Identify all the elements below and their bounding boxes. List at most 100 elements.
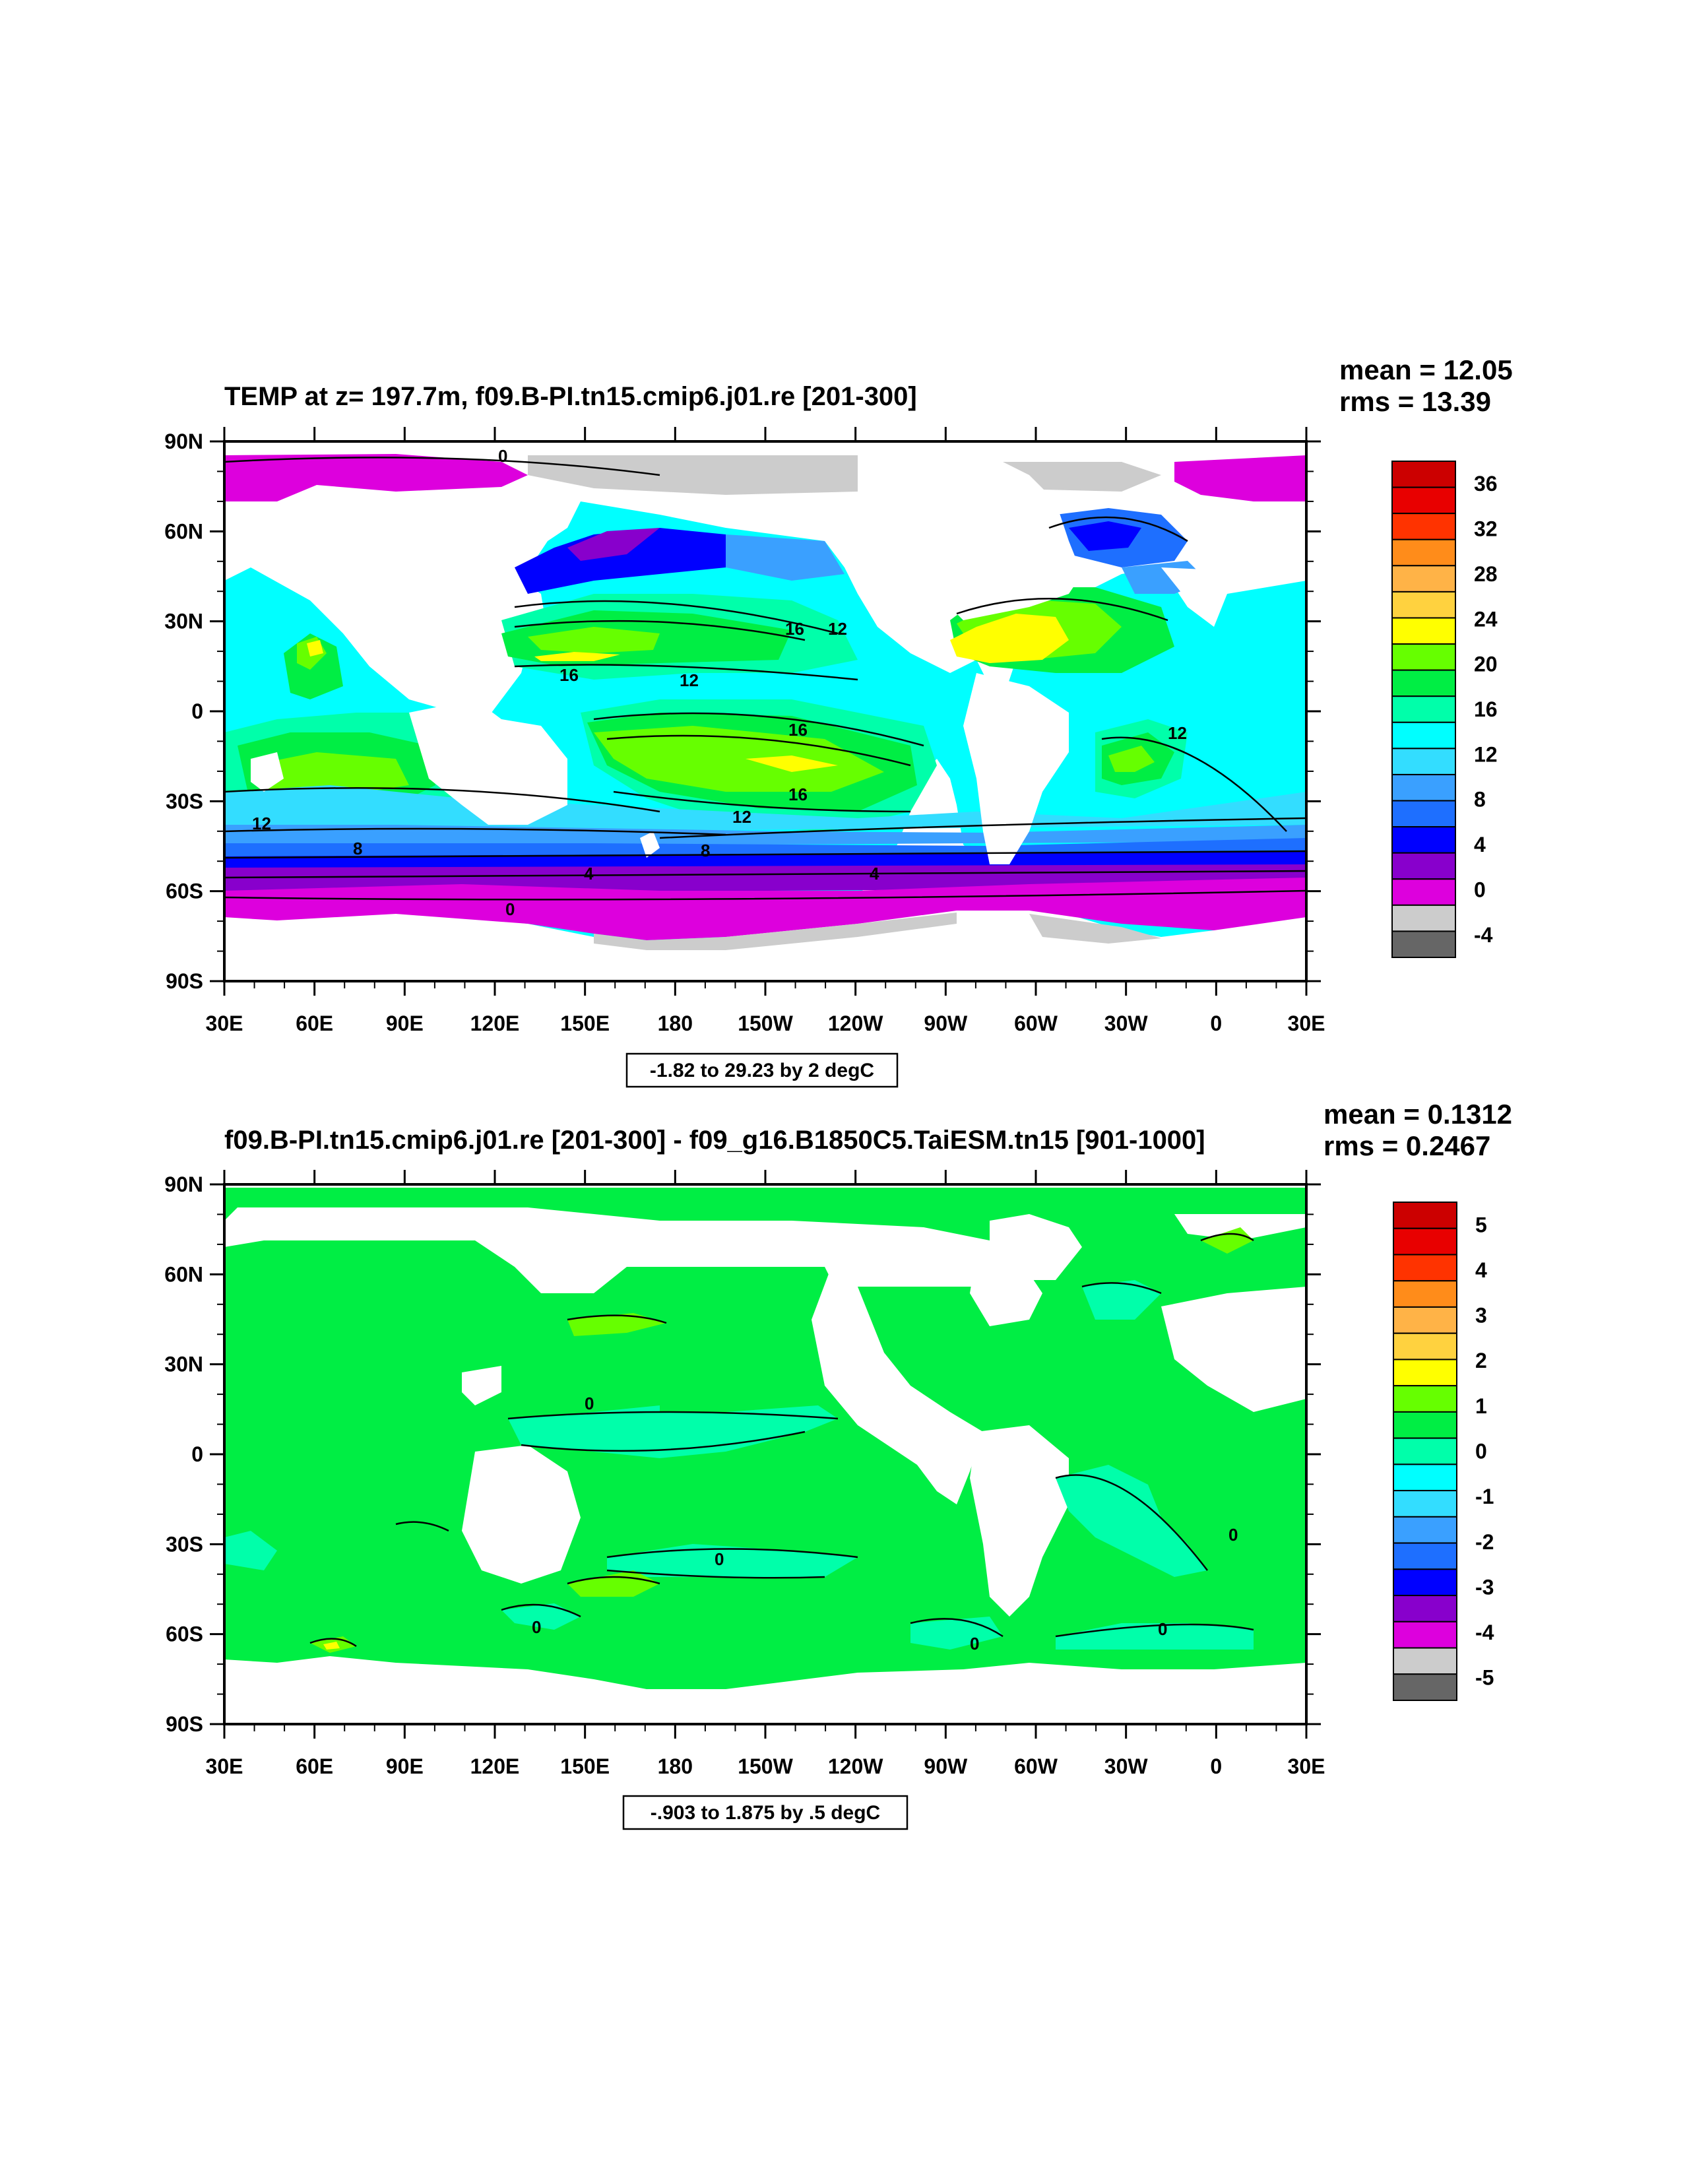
colorbar-label: 28 — [1474, 562, 1498, 586]
lat-tick-label: 30N — [164, 610, 203, 633]
lon-tick-label: 30E — [1288, 1012, 1325, 1035]
colorbar-swatch — [1391, 930, 1456, 958]
contour-label: 12 — [680, 670, 699, 690]
colorbar-label: 2 — [1475, 1349, 1487, 1372]
lat-tick-label: 60N — [164, 519, 203, 543]
colorbar-label: -2 — [1475, 1530, 1494, 1554]
contour-label: 16 — [788, 785, 808, 804]
lon-tick-label: 90E — [386, 1012, 424, 1035]
colorbar-swatch — [1391, 513, 1456, 540]
contour-label: 0 — [1158, 1619, 1167, 1639]
colorbar-label: 24 — [1474, 607, 1498, 631]
lon-tick-label: 30E — [206, 1012, 243, 1035]
panel-2-contours — [309, 1233, 1254, 1648]
panel-2-mean: mean = 0.1312 — [1323, 1099, 1512, 1130]
lat-tick-label: 90N — [164, 430, 203, 453]
lon-tick-label: 180 — [658, 1754, 693, 1778]
panel-1-land — [251, 455, 1306, 864]
panel-1-map — [224, 441, 1306, 981]
colorbar-swatch — [1393, 1385, 1457, 1413]
lon-tick-label: 30W — [1104, 1754, 1149, 1778]
colorbar-swatch — [1393, 1490, 1457, 1518]
lon-tick-label: 60W — [1014, 1012, 1058, 1035]
contour-label: 0 — [585, 1394, 594, 1413]
colorbar-swatch — [1391, 643, 1456, 671]
colorbar-swatch — [1393, 1516, 1457, 1544]
lon-tick-label: 120W — [828, 1754, 883, 1778]
lat-tick-label: 60S — [166, 880, 203, 903]
lat-tick-label: 60N — [164, 1262, 203, 1286]
panel-2-colorbar: 5 4 3 2 1 0 -1 -2 -3 -4 -5 — [1393, 1202, 1494, 1702]
colorbar-label: 16 — [1474, 697, 1498, 721]
contour-label: 4 — [584, 864, 594, 883]
colorbar-swatch — [1393, 1411, 1457, 1439]
lon-tick-label: 120W — [828, 1012, 883, 1035]
panel-2-land — [224, 1207, 1306, 1617]
lat-tick-label: 30S — [166, 1532, 203, 1556]
colorbar-swatch — [1393, 1332, 1457, 1361]
colorbar-swatch — [1391, 878, 1456, 906]
lon-tick-label: 180 — [658, 1012, 693, 1035]
colorbar-label: 12 — [1474, 742, 1498, 766]
colorbar-swatch — [1393, 1202, 1457, 1229]
colorbar-swatch — [1393, 1595, 1457, 1622]
colorbar-label: 1 — [1475, 1394, 1487, 1418]
colorbar-swatch — [1393, 1568, 1457, 1597]
colorbar-swatch — [1391, 565, 1456, 593]
colorbar-swatch — [1393, 1673, 1457, 1702]
lon-tick-label: 90W — [924, 1012, 968, 1035]
panel-2-contour-labels: 0 0 0 0 0 0 — [532, 1394, 1238, 1654]
contour-label: 0 — [970, 1634, 979, 1654]
lon-tick-label: 30E — [206, 1754, 243, 1778]
contour-label: 16 — [785, 619, 804, 639]
colorbar-swatch — [1391, 748, 1456, 775]
lon-tick-label: 120E — [470, 1754, 520, 1778]
contour-label: 0 — [1228, 1525, 1238, 1545]
colorbar-label: -1 — [1475, 1485, 1494, 1508]
panel-1-contour-labels: 0 16 12 16 12 16 12 16 12 12 8 8 4 4 0 — [252, 446, 1187, 919]
panel-1-mean: mean = 12.05 — [1339, 354, 1513, 385]
colorbar-swatch — [1393, 1227, 1457, 1256]
lat-tick-label: 30S — [166, 789, 203, 813]
colorbar-swatch — [1393, 1463, 1457, 1492]
panel-1: TEMP at z= 197.7m, f09.B-PI.tn15.cmip6.j… — [164, 354, 1513, 1088]
colorbar-label: 20 — [1474, 653, 1498, 676]
colorbar-label: 0 — [1474, 878, 1486, 901]
colorbar-swatch — [1393, 1647, 1457, 1675]
lon-tick-label: 60E — [296, 1012, 333, 1035]
lat-tick-label: 30N — [164, 1353, 203, 1376]
panel-1-colorbar: 36 32 28 24 20 16 12 8 4 0 -4 — [1391, 461, 1498, 958]
contour-label: 0 — [532, 1617, 541, 1637]
colorbar-swatch — [1393, 1254, 1457, 1282]
colorbar-label: 4 — [1474, 833, 1486, 856]
colorbar-label: 4 — [1475, 1258, 1487, 1282]
panel-1-rms: rms = 13.39 — [1339, 386, 1491, 417]
panel-1-info-text: -1.82 to 29.23 by 2 degC — [650, 1060, 874, 1081]
panel-2-title: f09.B-PI.tn15.cmip6.j01.re [201-300] - f… — [224, 1126, 1205, 1155]
colorbar-swatch — [1391, 800, 1456, 828]
contour-label: 12 — [732, 807, 751, 827]
colorbar-swatch — [1393, 1306, 1457, 1334]
lon-tick-label: 150W — [738, 1012, 793, 1035]
contour-label: 0 — [715, 1549, 724, 1569]
lon-tick-label: 60W — [1014, 1754, 1058, 1778]
lon-tick-label: 150E — [560, 1754, 610, 1778]
panel-2-map — [224, 1184, 1306, 1724]
colorbar-swatch — [1391, 669, 1456, 697]
panel-2-info-box: -.903 to 1.875 by .5 degC — [622, 1795, 908, 1830]
colorbar-swatch — [1391, 461, 1456, 488]
colorbar-swatch — [1393, 1359, 1457, 1387]
colorbar-swatch — [1391, 852, 1456, 880]
lon-tick-label: 90W — [924, 1754, 968, 1778]
lon-tick-label: 0 — [1210, 1754, 1222, 1778]
panel-1-info-box: -1.82 to 29.23 by 2 degC — [625, 1052, 899, 1088]
lon-tick-label: 150E — [560, 1012, 610, 1035]
contour-label: 0 — [505, 899, 515, 919]
panel-1-contours — [224, 457, 1306, 901]
contour-label: 12 — [252, 814, 271, 833]
colorbar-swatch — [1391, 773, 1456, 802]
colorbar-label: -4 — [1475, 1621, 1494, 1644]
colorbar-swatch — [1391, 486, 1456, 515]
